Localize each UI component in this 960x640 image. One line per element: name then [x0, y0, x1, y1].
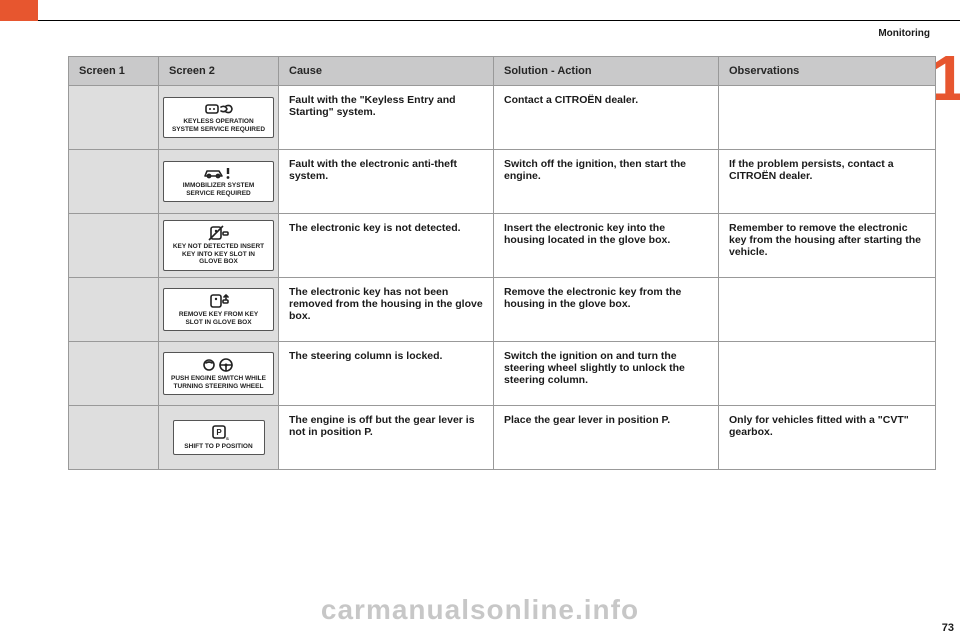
- svg-text:SHIFT: SHIFT: [226, 436, 229, 441]
- solution-cell: Switch the ignition on and turn the stee…: [494, 342, 719, 406]
- screen1-cell: [69, 406, 159, 470]
- table-row: KEY NOT DETECTED INSERT KEY INTO KEY SLO…: [69, 214, 936, 278]
- section-label: Monitoring: [878, 28, 930, 39]
- screen1-cell: [69, 342, 159, 406]
- screen1-cell: [69, 278, 159, 342]
- screen-message-text: SHIFT TO P POSITION: [184, 443, 252, 450]
- table-row: REMOVE KEY FROM KEY SLOT IN GLOVE BOX The…: [69, 278, 936, 342]
- screen-message-text: KEY NOT DETECTED INSERT KEY INTO KEY SLO…: [173, 243, 264, 265]
- screen2-cell: KEY NOT DETECTED INSERT KEY INTO KEY SLO…: [159, 214, 279, 278]
- screen1-cell: [69, 86, 159, 150]
- screen2-cell: IMMOBILIZER SYSTEM SERVICE REQUIRED: [159, 150, 279, 214]
- cause-cell: Fault with the electronic anti-theft sys…: [279, 150, 494, 214]
- screen-message-text: KEYLESS OPERATION SYSTEM SERVICE REQUIRE…: [172, 118, 265, 132]
- table-row: P SHIFT SHIFT TO P POSITION The engine is o…: [69, 406, 936, 470]
- observations-cell: Only for vehicles fitted with a "CVT" ge…: [719, 406, 936, 470]
- screen2-cell: PUSH ENGINE SWITCH WHILE TURNING STEERIN…: [159, 342, 279, 406]
- col-cause: Cause: [279, 57, 494, 86]
- screen1-cell: [69, 214, 159, 278]
- col-solution: Solution - Action: [494, 57, 719, 86]
- screen-message-text: REMOVE KEY FROM KEY SLOT IN GLOVE BOX: [179, 311, 258, 325]
- table-row: KEYLESS OPERATION SYSTEM SERVICE REQUIRE…: [69, 86, 936, 150]
- col-observations: Observations: [719, 57, 936, 86]
- screen2-cell: KEYLESS OPERATION SYSTEM SERVICE REQUIRE…: [159, 86, 279, 150]
- screen-message-box: PUSH ENGINE SWITCH WHILE TURNING STEERIN…: [163, 352, 274, 395]
- screen1-cell: [69, 150, 159, 214]
- screen-message-box: KEYLESS OPERATION SYSTEM SERVICE REQUIRE…: [163, 97, 274, 138]
- watermark: carmanualsonline.info: [0, 594, 960, 626]
- screen-message-box: REMOVE KEY FROM KEY SLOT IN GLOVE BOX: [163, 288, 274, 331]
- screen-message-box: KEY NOT DETECTED INSERT KEY INTO KEY SLO…: [163, 220, 274, 270]
- svg-text:P: P: [216, 428, 222, 437]
- observations-cell: If the problem persists, contact a CITRO…: [719, 150, 936, 214]
- cause-cell: The steering column is locked.: [279, 342, 494, 406]
- screen-message-box: IMMOBILIZER SYSTEM SERVICE REQUIRED: [163, 161, 274, 202]
- col-screen1: Screen 1: [69, 57, 159, 86]
- table-row: IMMOBILIZER SYSTEM SERVICE REQUIRED Fault…: [69, 150, 936, 214]
- solution-cell: Place the gear lever in position P.: [494, 406, 719, 470]
- solution-cell: Insert the electronic key into the housi…: [494, 214, 719, 278]
- cause-cell: The electronic key is not detected.: [279, 214, 494, 278]
- content-area: Screen 1 Screen 2 Cause Solution - Actio…: [68, 56, 936, 470]
- screen-message-text: PUSH ENGINE SWITCH WHILE TURNING STEERIN…: [171, 375, 266, 389]
- solution-cell: Switch off the ignition, then start the …: [494, 150, 719, 214]
- col-screen2: Screen 2: [159, 57, 279, 86]
- warning-table: Screen 1 Screen 2 Cause Solution - Actio…: [68, 56, 936, 470]
- observations-cell: [719, 342, 936, 406]
- solution-cell: Contact a CITROËN dealer.: [494, 86, 719, 150]
- cause-cell: Fault with the "Keyless Entry and Starti…: [279, 86, 494, 150]
- solution-cell: Remove the electronic key from the housi…: [494, 278, 719, 342]
- table-header-row: Screen 1 Screen 2 Cause Solution - Actio…: [69, 57, 936, 86]
- table-row: PUSH ENGINE SWITCH WHILE TURNING STEERIN…: [69, 342, 936, 406]
- observations-cell: Remember to remove the electronic key fr…: [719, 214, 936, 278]
- screen2-cell: REMOVE KEY FROM KEY SLOT IN GLOVE BOX: [159, 278, 279, 342]
- accent-bar: [0, 0, 38, 21]
- observations-cell: [719, 278, 936, 342]
- screen-message-text: IMMOBILIZER SYSTEM SERVICE REQUIRED: [183, 182, 255, 196]
- cause-cell: The electronic key has not been removed …: [279, 278, 494, 342]
- observations-cell: [719, 86, 936, 150]
- cause-cell: The engine is off but the gear lever is …: [279, 406, 494, 470]
- top-rule: [38, 20, 960, 21]
- screen2-cell: P SHIFT SHIFT TO P POSITION: [159, 406, 279, 470]
- screen-message-box: P SHIFT SHIFT TO P POSITION: [173, 420, 265, 455]
- page-number: 73: [942, 622, 954, 634]
